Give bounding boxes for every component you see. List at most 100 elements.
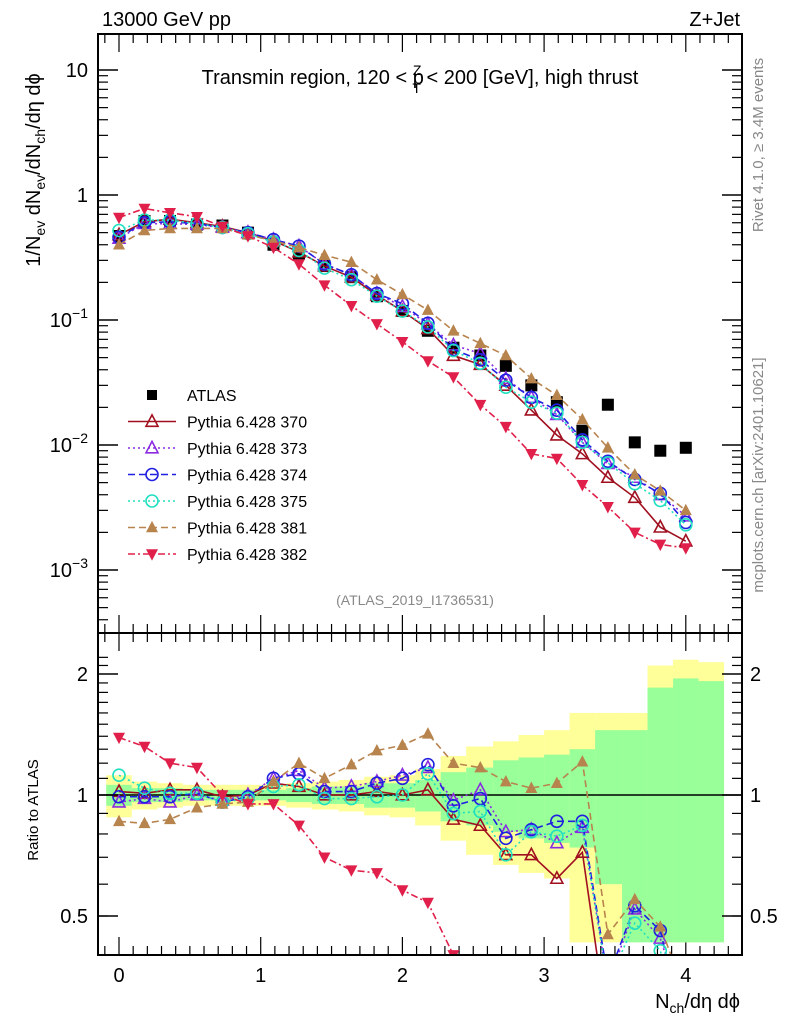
ratio-band-inner xyxy=(622,730,648,943)
ratio-data-point xyxy=(344,784,359,799)
main-data-point xyxy=(190,221,203,234)
main-data-point xyxy=(317,261,332,275)
ratio-data-point xyxy=(575,814,590,829)
ratio-data-point xyxy=(474,760,487,773)
ratio-data-point xyxy=(524,824,539,839)
main-data-point xyxy=(654,444,667,457)
ratio-data-point xyxy=(629,967,641,978)
main-data-point xyxy=(344,267,359,282)
main-data-point xyxy=(549,426,565,441)
main-data-point xyxy=(216,221,229,234)
ratio-data-point xyxy=(370,743,383,756)
main-data-point xyxy=(395,302,410,317)
main-series-line xyxy=(118,222,687,517)
main-data-point xyxy=(395,304,410,318)
main-data-point xyxy=(575,435,590,450)
ratio-series-line xyxy=(118,772,663,955)
ratio-y-tick-label: 2 xyxy=(77,664,88,686)
analysis-id-annotation: (ATLAS_2019_I1736531) xyxy=(336,592,494,608)
legend-item: Pythia 6.428 370 xyxy=(128,413,307,432)
mcplots-label: mcplots.cern.ch [arXiv:2401.10621] xyxy=(750,357,767,592)
main-series-line xyxy=(118,218,687,542)
ratio-data-point xyxy=(447,950,460,955)
main-data-point xyxy=(447,372,460,384)
ratio-data-point xyxy=(292,778,306,792)
ratio-data-point xyxy=(421,757,435,772)
ratio-data-point xyxy=(602,977,614,988)
ratio-data-point xyxy=(421,897,434,910)
ratio-data-point xyxy=(317,791,332,806)
ratio-band-inner xyxy=(544,754,570,843)
ratio-data-point xyxy=(113,814,125,827)
ratio-data-point xyxy=(654,920,667,932)
ratio-data-point xyxy=(190,786,204,801)
ratio-data-point xyxy=(602,977,614,989)
legend-label: Pythia 6.428 381 xyxy=(187,521,307,538)
legend-marker-swatch xyxy=(146,549,158,561)
main-data-point xyxy=(601,398,614,411)
ratio-y-tick-label: 0.5 xyxy=(60,906,88,928)
ratio-data-point xyxy=(396,738,409,751)
legend-label: Pythia 6.428 382 xyxy=(187,547,307,564)
main-data-point xyxy=(396,287,409,300)
main-data-point xyxy=(190,211,203,224)
ratio-y-tick-label: 1 xyxy=(77,785,88,807)
ratio-data-point xyxy=(473,781,488,796)
legend-label: Pythia 6.428 374 xyxy=(187,468,307,485)
ratio-series-5 xyxy=(113,732,486,1023)
x-tick-label: 1 xyxy=(255,965,266,987)
ratio-band-inner xyxy=(466,767,494,826)
ratio-data-point xyxy=(627,916,642,930)
main-data-point xyxy=(627,489,643,504)
main-data-point xyxy=(345,255,358,268)
ratio-band-inner xyxy=(595,730,623,885)
main-data-point xyxy=(679,543,692,555)
main-data-point xyxy=(654,539,667,552)
ratio-data-point xyxy=(652,930,668,944)
ratio-data-point xyxy=(498,846,514,861)
main-data-point xyxy=(652,518,668,533)
ratio-data-point xyxy=(499,847,513,862)
main-data-point xyxy=(678,507,694,522)
main-data-point xyxy=(241,231,254,243)
main-data-point xyxy=(318,248,331,260)
ratio-data-point xyxy=(549,870,565,885)
x-tick-label: 3 xyxy=(539,965,550,987)
ratio-data-point xyxy=(241,799,254,811)
ratio-data-point xyxy=(369,773,385,788)
main-series-layer xyxy=(111,203,694,555)
legend-label: Pythia 6.428 370 xyxy=(187,415,307,432)
ratio-data-point xyxy=(190,801,203,813)
main-data-point xyxy=(550,406,564,420)
main-data-point xyxy=(345,300,358,313)
main-data-point xyxy=(576,412,589,425)
ratio-data-point xyxy=(395,788,410,802)
main-data-point xyxy=(679,441,692,454)
main-data-point xyxy=(164,221,177,234)
legend-marker-swatch xyxy=(145,494,159,508)
ratio-data-point xyxy=(474,1012,486,1023)
legend-marker-swatch xyxy=(145,467,159,482)
ratio-data-point xyxy=(473,804,488,819)
ratio-data-point xyxy=(499,774,512,787)
legend-label: ATLAS xyxy=(187,388,237,405)
main-data-point xyxy=(113,212,125,225)
legend-marker-swatch xyxy=(144,413,160,428)
main-data-point xyxy=(473,345,488,360)
main-data-point xyxy=(473,353,488,367)
ratio-data-point xyxy=(292,820,305,833)
main-y-tick-label: 10 xyxy=(66,60,88,82)
ratio-data-point xyxy=(370,776,384,790)
legend-marker-swatch xyxy=(144,439,160,454)
main-data-point xyxy=(447,324,460,336)
ratio-data-point xyxy=(421,727,434,739)
ratio-band-inner xyxy=(493,760,519,832)
main-data-point xyxy=(370,289,384,304)
main-data-point xyxy=(550,453,563,466)
main-data-point xyxy=(601,502,614,514)
main-data-point xyxy=(575,445,590,460)
main-plot-frame xyxy=(97,33,743,634)
main-data-point xyxy=(112,223,126,238)
main-data-point xyxy=(601,456,615,470)
ratio-data-point xyxy=(576,755,589,767)
